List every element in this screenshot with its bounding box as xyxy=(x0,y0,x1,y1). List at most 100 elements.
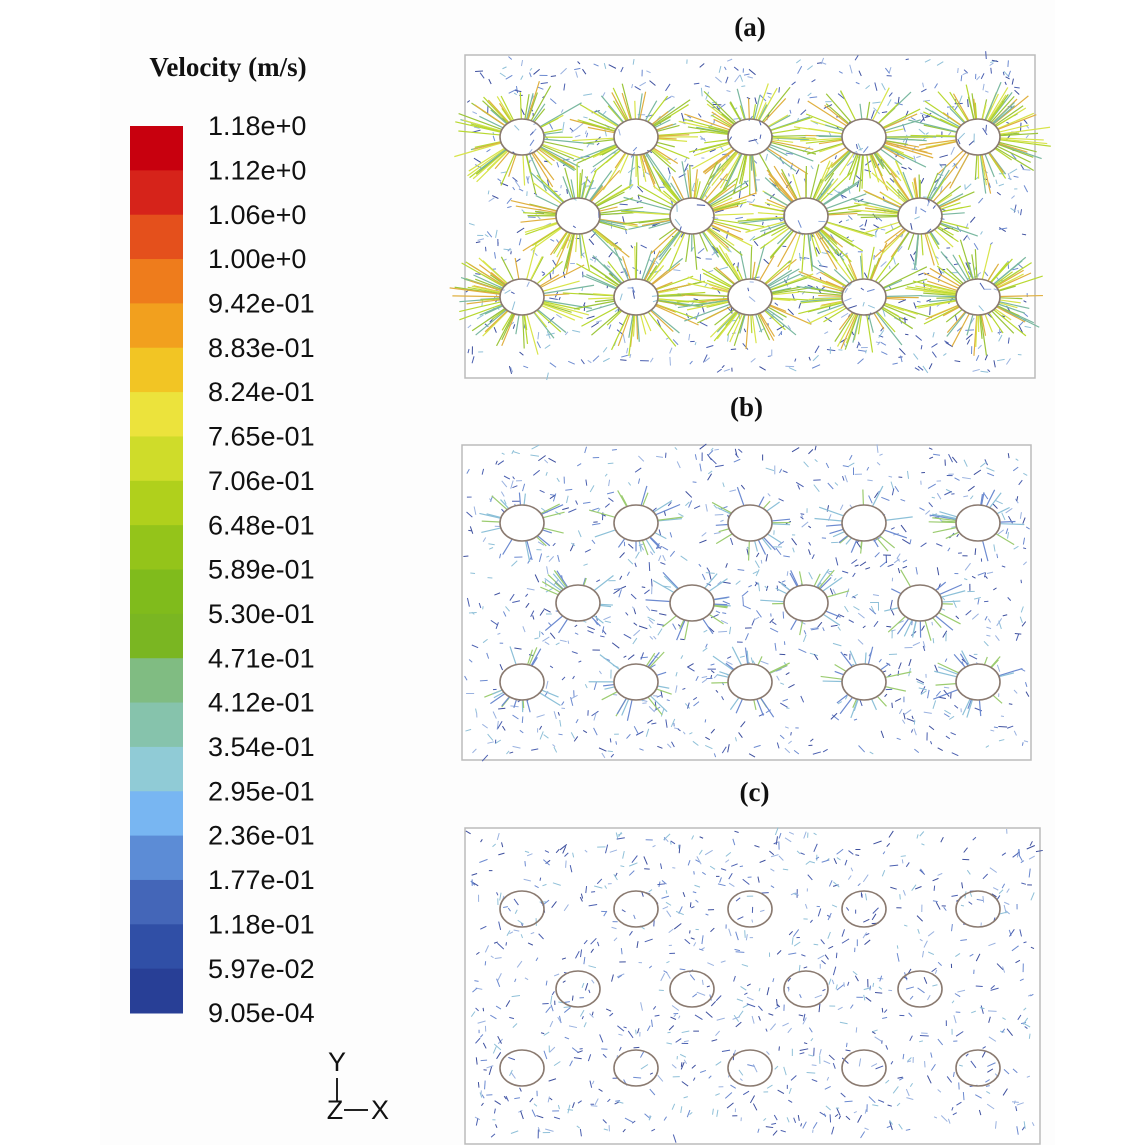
vector xyxy=(881,111,888,114)
vector xyxy=(812,354,819,362)
vector xyxy=(840,312,849,318)
vector xyxy=(620,359,627,361)
vector xyxy=(909,995,914,1000)
vector xyxy=(874,257,894,283)
vector xyxy=(482,1007,485,1012)
vector xyxy=(754,265,760,281)
vector xyxy=(835,952,838,959)
vector xyxy=(538,553,543,563)
vector xyxy=(875,311,903,346)
vector xyxy=(810,627,819,630)
vector xyxy=(699,443,707,450)
vector xyxy=(757,1128,760,1133)
vector xyxy=(634,86,641,91)
vector xyxy=(571,1047,579,1053)
vector xyxy=(952,254,970,282)
vector xyxy=(885,140,908,146)
vector xyxy=(490,271,507,286)
colorbar-segment xyxy=(130,480,183,526)
vector xyxy=(1028,855,1035,860)
vector xyxy=(544,577,563,592)
vector xyxy=(520,1110,524,1120)
vector xyxy=(462,119,502,132)
vector xyxy=(715,76,722,83)
vector xyxy=(530,610,535,618)
vector xyxy=(735,698,744,714)
vector xyxy=(587,126,615,134)
vector xyxy=(471,307,506,332)
vector xyxy=(657,518,682,522)
vector xyxy=(506,930,511,937)
vector xyxy=(599,212,634,216)
vector xyxy=(691,906,695,909)
vector xyxy=(886,1125,892,1129)
vector xyxy=(932,331,935,338)
vector xyxy=(599,604,612,608)
vector xyxy=(931,621,933,626)
vector xyxy=(832,530,846,538)
vector xyxy=(493,941,498,944)
vector xyxy=(475,273,481,275)
vector xyxy=(887,615,906,633)
vector xyxy=(1006,121,1010,124)
vector xyxy=(862,874,869,883)
vector xyxy=(901,166,907,170)
vector xyxy=(561,957,567,960)
vector xyxy=(483,96,509,124)
vector xyxy=(501,107,512,123)
vector xyxy=(727,656,732,659)
vector xyxy=(909,1035,913,1042)
vector xyxy=(912,280,958,293)
vector xyxy=(1014,89,1020,95)
vector xyxy=(801,521,809,528)
vector xyxy=(484,323,489,328)
vector xyxy=(530,932,535,935)
vector xyxy=(1002,1017,1006,1020)
vector xyxy=(703,573,718,589)
vector xyxy=(940,590,966,598)
vector xyxy=(543,734,549,739)
vector xyxy=(1023,1121,1026,1129)
vector xyxy=(594,885,603,889)
vector xyxy=(879,975,883,982)
vector xyxy=(635,730,644,736)
vector xyxy=(932,205,936,209)
vector xyxy=(581,982,585,989)
vector xyxy=(651,1128,656,1132)
vector xyxy=(721,746,727,754)
vector xyxy=(857,883,861,887)
vector xyxy=(598,220,626,228)
vector xyxy=(996,529,1004,536)
vector xyxy=(739,154,747,184)
vector xyxy=(677,293,729,297)
vector xyxy=(918,687,927,691)
vector xyxy=(490,1133,496,1138)
colorbar-segment xyxy=(130,303,183,349)
vector xyxy=(715,1093,720,1096)
vector xyxy=(943,906,947,911)
vector xyxy=(713,504,718,509)
vector xyxy=(858,745,866,753)
vector xyxy=(800,298,843,304)
vector xyxy=(484,1080,486,1090)
vector xyxy=(841,1057,849,1064)
vector xyxy=(673,1014,677,1018)
vector xyxy=(766,92,772,95)
vector xyxy=(814,517,843,522)
vector xyxy=(914,367,920,371)
vector xyxy=(800,109,807,116)
colorbar-segment xyxy=(130,658,183,704)
vector xyxy=(985,489,996,507)
vector xyxy=(641,250,653,281)
vector xyxy=(857,1114,862,1123)
vector xyxy=(821,960,826,965)
vector xyxy=(791,81,796,86)
vector xyxy=(919,869,926,875)
vector xyxy=(1016,1126,1019,1135)
vector xyxy=(1015,633,1020,641)
vector xyxy=(937,1038,944,1046)
vector xyxy=(680,655,684,660)
vector xyxy=(486,513,502,519)
vector xyxy=(766,533,782,544)
vector xyxy=(757,656,763,666)
